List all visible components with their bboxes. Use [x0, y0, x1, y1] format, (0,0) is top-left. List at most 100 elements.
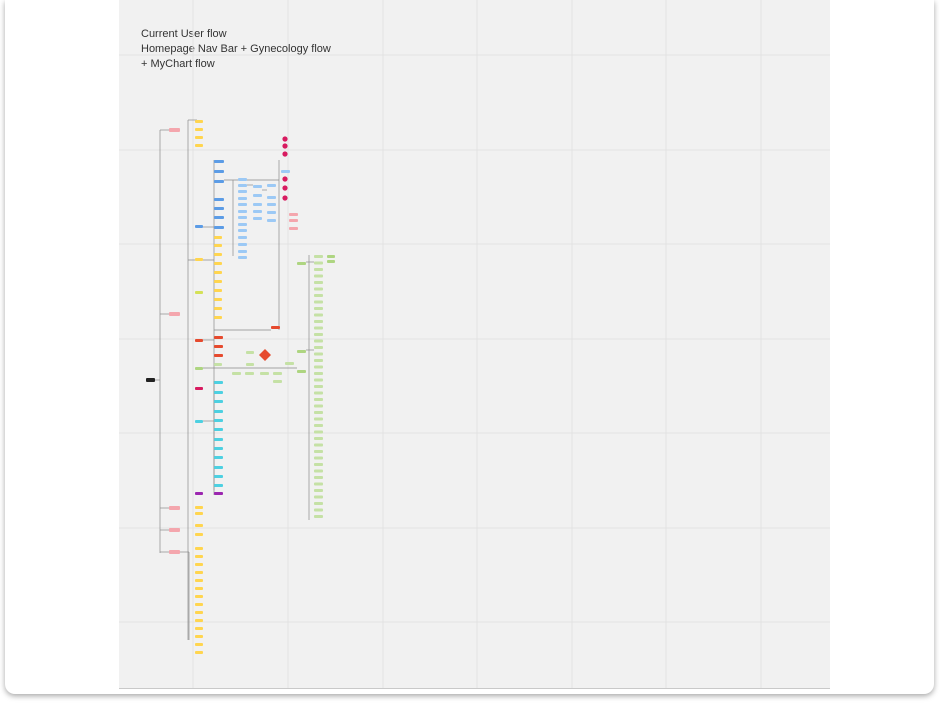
green-branch-node [327, 255, 335, 258]
green-list-node [314, 287, 323, 291]
red-item-node [214, 336, 223, 339]
nav-item-node [214, 198, 224, 201]
subnav-node [253, 210, 262, 213]
nav-item-node [214, 160, 224, 163]
subnav-node [238, 236, 247, 239]
menu-item-node [195, 547, 203, 550]
nav-item-node [214, 180, 224, 183]
flow-step-node [297, 262, 306, 265]
subnav-node [238, 256, 247, 259]
magenta-dot-node [282, 185, 288, 191]
cyan-item-node [214, 381, 223, 384]
menu-item-node [195, 611, 203, 614]
magenta-node [195, 387, 203, 390]
subnav-node [238, 184, 247, 187]
menu-item-node [195, 563, 203, 566]
green-list-node [314, 476, 323, 479]
user-flow-diagram [119, 0, 830, 688]
menu-item-node [195, 579, 203, 582]
green-list-node [314, 424, 323, 427]
green-list-node [314, 489, 323, 492]
flow-step-node [260, 372, 269, 375]
green-list-node [314, 404, 323, 408]
menu-item-node [195, 144, 203, 147]
flow-step-node [232, 372, 241, 375]
green-node [195, 367, 203, 370]
red-node [271, 326, 280, 329]
green-list-node [314, 378, 323, 382]
subnav-node [281, 170, 290, 173]
decision-node [246, 363, 254, 366]
green-list-node [314, 482, 323, 486]
green-list-node [314, 463, 323, 466]
green-list-node [314, 313, 323, 317]
green-list-node [314, 398, 323, 401]
cyan-item-node [214, 438, 223, 441]
subnav-node [238, 197, 247, 200]
green-list-node [314, 320, 323, 323]
purple-node [195, 492, 203, 495]
menu-item-node [195, 651, 203, 654]
subnav-node [253, 217, 262, 220]
flow-step-node [273, 380, 282, 383]
subnav-node [238, 223, 247, 226]
cyan-item-node [214, 447, 223, 450]
flow-step-node [285, 362, 294, 365]
subnav-node [238, 178, 247, 181]
green-list-node [314, 502, 323, 505]
menu-item-node [214, 280, 222, 283]
menu-item-node [195, 587, 203, 590]
green-list-node [314, 300, 323, 304]
cyan-node [195, 420, 203, 423]
green-list-node [314, 307, 323, 310]
nav-item-node [214, 207, 224, 210]
subnav-node [267, 203, 276, 206]
cyan-item-node [214, 484, 223, 487]
cyan-item-node [214, 400, 223, 403]
cyan-item-node [214, 419, 223, 422]
whiteboard-canvas[interactable]: Current User flow Homepage Nav Bar + Gyn… [119, 0, 830, 689]
title-line-3: + MyChart flow [141, 58, 215, 70]
subnav-node [267, 211, 276, 214]
section-label-node [169, 312, 180, 316]
green-list-node [314, 391, 323, 395]
magenta-dot-node [282, 136, 288, 142]
decision-node [246, 351, 254, 354]
whiteboard-frame: Current User flow Homepage Nav Bar + Gyn… [5, 0, 934, 694]
cyan-item-node [214, 475, 223, 478]
subnav-node [238, 243, 247, 246]
menu-item-node [195, 595, 203, 598]
cyan-item-node [214, 428, 223, 431]
green-branch-node [327, 260, 335, 263]
flow-step-node [297, 370, 306, 373]
green-list-node [314, 352, 323, 356]
green-list-node [314, 456, 323, 460]
subnav-node [267, 184, 276, 187]
menu-node [195, 258, 203, 261]
board-title: Current User flow Homepage Nav Bar + Gyn… [141, 27, 331, 72]
nav-item-node [214, 170, 224, 173]
green-list-node [314, 326, 323, 330]
green-list-node [314, 365, 323, 369]
subnav-node [267, 219, 276, 222]
green-list-node [314, 385, 323, 388]
menu-item-node [214, 262, 222, 265]
nav-node [195, 225, 203, 228]
menu-item-node [214, 253, 222, 256]
section-label-node [169, 506, 180, 510]
green-list-node [314, 255, 323, 258]
subnav-node [238, 229, 247, 232]
green-list-node [314, 417, 323, 421]
purple-node [214, 492, 223, 495]
flow-step-node [273, 372, 282, 375]
cyan-item-node [214, 391, 223, 394]
subnav-node [253, 185, 262, 188]
green-list-node [314, 430, 323, 434]
green-list-node [314, 274, 323, 278]
cyan-item-node [214, 410, 223, 413]
start-node [146, 378, 155, 382]
subnav-node [267, 196, 276, 199]
magenta-dot-node [282, 151, 288, 157]
green-list-node [314, 372, 323, 375]
flow-step-node [245, 372, 254, 375]
